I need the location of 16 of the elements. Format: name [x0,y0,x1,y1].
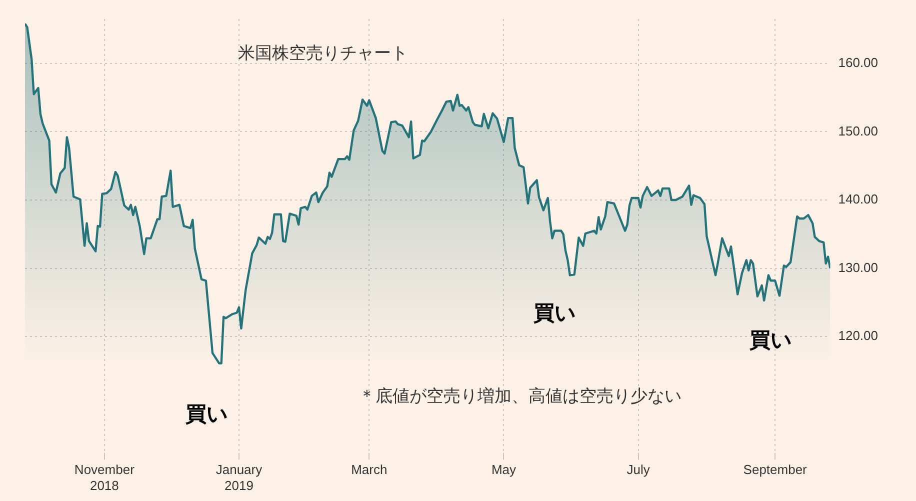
x-tick-label: January 2019 [216,462,263,493]
y-tick-label: 150.00 [838,123,878,138]
x-tick-label: July [626,462,650,478]
x-tick-label: September [743,462,808,478]
annotation: 買い [748,328,792,352]
text: 米国株空売りチャート [238,44,408,63]
x-tick-label: May [491,462,517,478]
y-tick-label: 130.00 [838,260,878,275]
x-tick-label: March [351,462,388,478]
y-tick-label: 160.00 [838,54,878,70]
annotation: 買い [184,402,228,426]
y-tick-label: 140.00 [838,192,878,207]
x-tick-label: November 2018 [74,462,136,493]
annotation: ＊底値が空売り増加、高値は空売り少ない [358,386,682,406]
y-tick-label: 120.00 [838,328,878,344]
annotation: 買い [532,302,576,325]
